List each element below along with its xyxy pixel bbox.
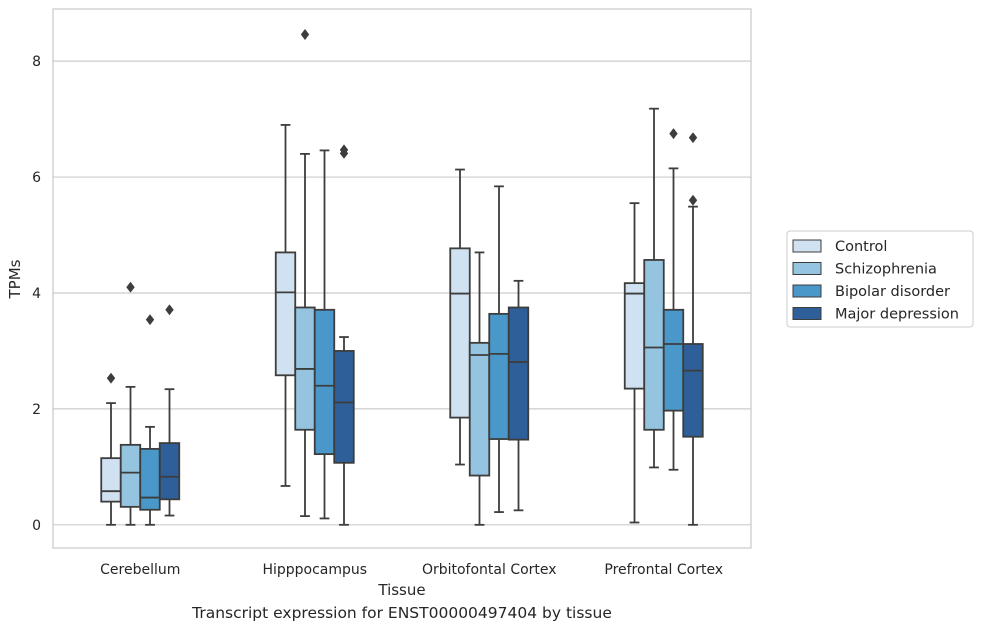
legend-label: Control bbox=[835, 239, 887, 255]
x-tick-label: Orbitofontal Cortex bbox=[422, 562, 557, 578]
box-major-depression bbox=[158, 304, 181, 517]
y-axis-label: TPMs bbox=[6, 259, 24, 299]
box-bipolar-disorder bbox=[488, 185, 510, 513]
box-iqr bbox=[449, 247, 471, 419]
box-iqr bbox=[139, 447, 161, 511]
legend-frame bbox=[786, 230, 974, 328]
outlier-point bbox=[126, 281, 135, 293]
box-iqr bbox=[313, 308, 336, 456]
box-schizophrenia bbox=[294, 29, 316, 518]
outlier-point bbox=[669, 128, 678, 140]
box-iqr bbox=[333, 350, 355, 464]
box-major-depression bbox=[682, 132, 704, 526]
box-major-depression bbox=[507, 279, 530, 512]
box-iqr bbox=[488, 312, 510, 440]
legend: Control Schizophrenia Bipolar disorder Majo… bbox=[786, 230, 974, 328]
figure-caption: Transcript expression for ENST0000049740… bbox=[192, 604, 612, 622]
box-iqr bbox=[643, 259, 665, 431]
legend-swatch bbox=[792, 307, 822, 320]
box-iqr bbox=[662, 308, 685, 412]
outlier-point bbox=[688, 132, 698, 144]
legend-swatch bbox=[792, 284, 822, 298]
y-tick-label: 8 bbox=[32, 54, 41, 70]
box-schizophrenia bbox=[119, 281, 142, 526]
y-tick-label: 4 bbox=[32, 286, 41, 302]
box-series bbox=[100, 29, 704, 526]
box-iqr bbox=[158, 442, 181, 501]
box-iqr bbox=[468, 341, 491, 477]
box-iqr bbox=[119, 443, 142, 508]
outlier-point bbox=[688, 194, 698, 206]
box-iqr bbox=[623, 282, 646, 390]
plot-area-frame bbox=[52, 8, 752, 549]
box-control bbox=[449, 168, 471, 466]
outlier-point bbox=[339, 144, 349, 156]
legend-label: Major depression bbox=[835, 307, 959, 323]
box-control bbox=[100, 372, 122, 526]
y-axis-ticks: 0 2 4 6 8 bbox=[32, 54, 41, 534]
legend-swatch bbox=[792, 239, 822, 253]
y-tick-label: 0 bbox=[32, 518, 41, 534]
box-iqr bbox=[507, 306, 530, 441]
outlier-point bbox=[300, 29, 310, 40]
y-tick-label: 6 bbox=[32, 170, 41, 186]
box-bipolar-disorder bbox=[313, 149, 336, 520]
legend-label: Schizophrenia bbox=[835, 262, 937, 278]
box-iqr bbox=[274, 251, 297, 377]
x-tick-label: Prefrontal Cortex bbox=[604, 562, 723, 578]
outlier-point bbox=[106, 372, 116, 384]
x-axis-ticks: Cerebellum Hipppocampus Orbitofontal Corte… bbox=[100, 562, 723, 578]
box-control bbox=[274, 124, 297, 487]
y-tick-label: 2 bbox=[32, 402, 41, 418]
box-iqr bbox=[100, 457, 122, 503]
x-tick-label: Cerebellum bbox=[100, 562, 180, 578]
x-axis-label: Tissue bbox=[377, 581, 425, 599]
outlier-point bbox=[165, 304, 174, 316]
legend-label: Bipolar disorder bbox=[835, 284, 950, 300]
box-major-depression bbox=[333, 144, 355, 526]
x-tick-label: Hipppocampus bbox=[262, 562, 367, 578]
legend-swatch bbox=[792, 262, 822, 275]
outlier-point bbox=[145, 314, 155, 326]
box-iqr bbox=[682, 343, 704, 438]
